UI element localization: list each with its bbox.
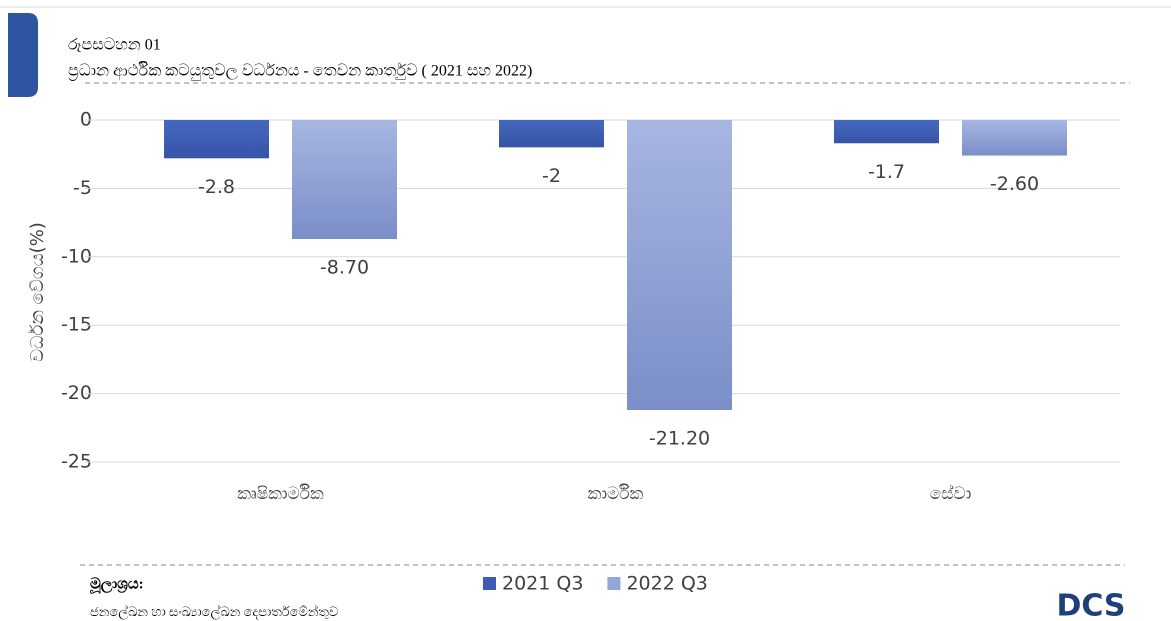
source: ජනලේඛන හා සංඛ්‍යාලේඛන දෙපාර්තමේන්තුව bbox=[90, 604, 338, 620]
y-tick-label: -15 bbox=[61, 314, 92, 336]
data-label: -1.7 bbox=[868, 161, 905, 183]
legend-label: 2021 Q3 bbox=[502, 573, 583, 595]
data-label: -2.60 bbox=[990, 173, 1039, 195]
y-tick-label: -25 bbox=[61, 451, 92, 473]
logo: DCS bbox=[1056, 589, 1125, 621]
source-label: මූලාශ්‍රය: bbox=[90, 575, 144, 594]
x-tick-label: සේවා bbox=[930, 484, 972, 504]
bar bbox=[164, 120, 269, 159]
chart-title: ප්‍රධාන ආර්ථික කටයුතුවල වර්ධනය - තෙවන කා… bbox=[68, 62, 532, 81]
bar bbox=[499, 120, 604, 148]
data-label: -2.8 bbox=[198, 176, 235, 198]
data-label: -8.70 bbox=[320, 257, 369, 279]
y-tick-label: -5 bbox=[73, 177, 92, 199]
legend-label: 2022 Q3 bbox=[626, 573, 707, 595]
side-tab bbox=[8, 13, 38, 97]
legend-swatch bbox=[607, 577, 621, 590]
bar bbox=[627, 120, 732, 411]
bar bbox=[834, 120, 939, 144]
bar bbox=[962, 120, 1067, 156]
y-tick-label: -10 bbox=[61, 245, 92, 267]
data-label: -2 bbox=[542, 165, 561, 187]
figure-label: රූපසටහන 01 bbox=[68, 37, 161, 54]
bar bbox=[292, 120, 397, 240]
x-tick-label: කාර්මික bbox=[588, 484, 644, 504]
legend-swatch bbox=[483, 577, 496, 590]
y-axis-label: වර්ධන වේගය(%) bbox=[27, 222, 48, 362]
y-tick-label: -20 bbox=[61, 382, 92, 404]
x-tick-label: කෘෂිකාර්මික bbox=[237, 484, 324, 504]
data-label: -21.20 bbox=[649, 428, 710, 450]
